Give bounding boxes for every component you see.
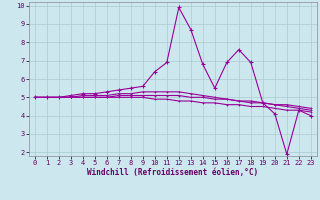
X-axis label: Windchill (Refroidissement éolien,°C): Windchill (Refroidissement éolien,°C) [87,168,258,177]
